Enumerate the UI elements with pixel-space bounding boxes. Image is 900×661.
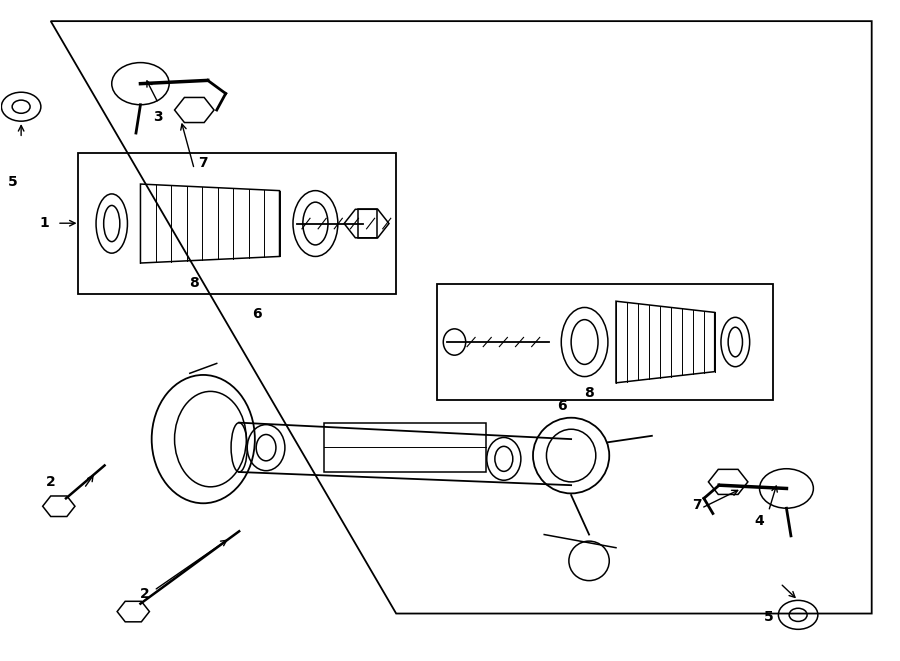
Text: 7: 7	[692, 498, 701, 512]
Bar	[324, 422, 486, 472]
Text: 2: 2	[140, 587, 149, 601]
Text: 1: 1	[40, 216, 50, 230]
Text: 8: 8	[189, 276, 199, 290]
Text: 6: 6	[252, 307, 262, 321]
Bar	[357, 209, 377, 238]
Text: 4: 4	[755, 514, 764, 528]
Text: 2: 2	[46, 475, 56, 489]
Text: 6: 6	[557, 399, 567, 413]
Text: 5: 5	[763, 610, 773, 624]
Bar	[77, 153, 396, 294]
Bar	[436, 284, 773, 400]
Text: 5: 5	[8, 175, 18, 190]
Text: 3: 3	[154, 110, 163, 124]
Text: 8: 8	[584, 386, 594, 400]
Text: 7: 7	[199, 155, 208, 170]
